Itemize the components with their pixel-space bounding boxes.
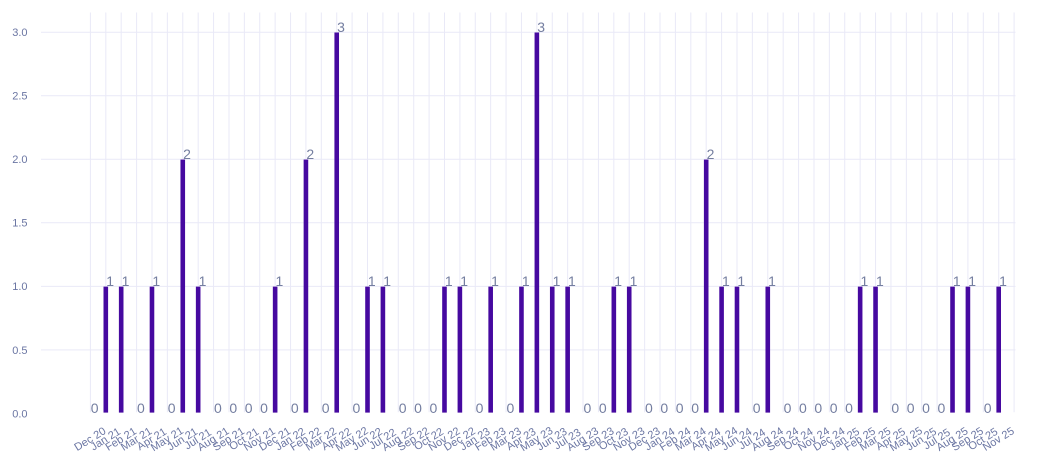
svg-text:2.5: 2.5 (12, 91, 27, 103)
svg-text:3: 3 (537, 19, 545, 35)
svg-text:1: 1 (630, 273, 638, 289)
svg-text:1: 1 (568, 273, 576, 289)
svg-text:1: 1 (553, 273, 561, 289)
svg-text:0: 0 (645, 400, 653, 416)
svg-text:1: 1 (276, 273, 284, 289)
svg-text:0.0: 0.0 (12, 408, 27, 420)
svg-text:0: 0 (137, 400, 145, 416)
svg-text:0: 0 (784, 400, 792, 416)
svg-text:0: 0 (399, 400, 407, 416)
svg-text:0: 0 (476, 400, 484, 416)
svg-text:0: 0 (753, 400, 761, 416)
svg-text:1: 1 (861, 273, 869, 289)
svg-text:0: 0 (506, 400, 514, 416)
svg-text:1: 1 (722, 273, 730, 289)
svg-text:1: 1 (522, 273, 530, 289)
svg-text:2: 2 (183, 146, 191, 162)
svg-text:1: 1 (491, 273, 499, 289)
svg-text:1: 1 (876, 273, 884, 289)
svg-text:2: 2 (306, 146, 314, 162)
svg-text:0: 0 (691, 400, 699, 416)
svg-text:3.0: 3.0 (12, 27, 27, 39)
svg-text:1: 1 (737, 273, 745, 289)
svg-text:0: 0 (814, 400, 822, 416)
svg-text:0: 0 (429, 400, 437, 416)
svg-text:1: 1 (445, 273, 453, 289)
svg-text:1: 1 (152, 273, 160, 289)
svg-text:0: 0 (291, 400, 299, 416)
svg-text:2: 2 (707, 146, 715, 162)
svg-text:1: 1 (199, 273, 207, 289)
svg-text:0: 0 (660, 400, 668, 416)
svg-text:1: 1 (953, 273, 961, 289)
svg-text:0: 0 (214, 400, 222, 416)
svg-text:0: 0 (353, 400, 361, 416)
svg-text:0: 0 (322, 400, 330, 416)
svg-text:0: 0 (414, 400, 422, 416)
svg-text:0: 0 (922, 400, 930, 416)
svg-text:Nov 25: Nov 25 (981, 425, 1017, 454)
svg-text:1: 1 (383, 273, 391, 289)
svg-text:0: 0 (676, 400, 684, 416)
svg-text:0: 0 (168, 400, 176, 416)
svg-text:0: 0 (229, 400, 237, 416)
svg-text:1: 1 (368, 273, 376, 289)
svg-text:2.0: 2.0 (12, 154, 27, 166)
svg-text:0.5: 0.5 (12, 345, 27, 357)
svg-text:0: 0 (891, 400, 899, 416)
svg-text:1: 1 (999, 273, 1007, 289)
svg-text:1: 1 (122, 273, 130, 289)
svg-text:1.0: 1.0 (12, 281, 27, 293)
svg-text:0: 0 (91, 400, 99, 416)
svg-text:0: 0 (845, 400, 853, 416)
svg-text:0: 0 (799, 400, 807, 416)
svg-text:0: 0 (984, 400, 992, 416)
svg-text:0: 0 (907, 400, 915, 416)
svg-text:0: 0 (245, 400, 253, 416)
svg-text:0: 0 (938, 400, 946, 416)
svg-text:1: 1 (106, 273, 114, 289)
svg-text:1: 1 (614, 273, 622, 289)
svg-text:0: 0 (830, 400, 838, 416)
svg-text:0: 0 (583, 400, 591, 416)
svg-text:0: 0 (599, 400, 607, 416)
svg-text:1: 1 (768, 273, 776, 289)
svg-text:1.5: 1.5 (12, 218, 27, 230)
svg-text:3: 3 (337, 19, 345, 35)
svg-text:1: 1 (968, 273, 976, 289)
svg-text:1: 1 (460, 273, 468, 289)
svg-text:0: 0 (260, 400, 268, 416)
